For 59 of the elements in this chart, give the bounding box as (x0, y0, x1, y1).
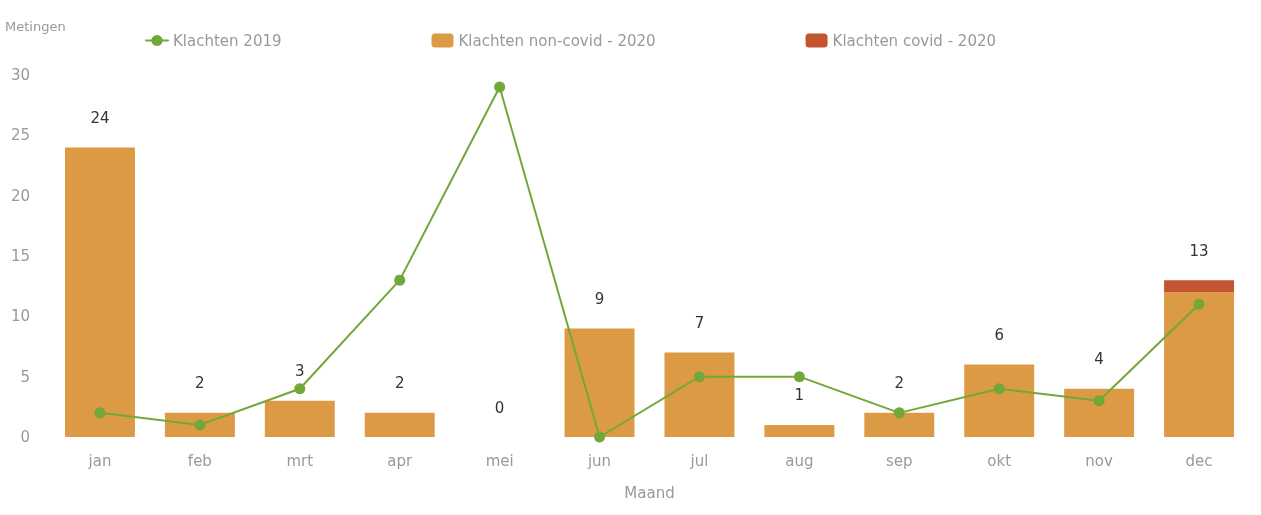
bar (64, 147, 135, 437)
bar (1164, 292, 1235, 437)
total-label: 2 (894, 374, 905, 393)
total-label: 2 (195, 374, 205, 393)
x-tick-label: feb (187, 451, 212, 470)
point (1193, 298, 1205, 310)
total-label: 0 (494, 398, 505, 417)
y-tick-label: 0 (20, 428, 30, 446)
total-label: 1 (794, 386, 805, 405)
x-tick-label: jun (586, 451, 612, 470)
x-tick-label: nov (1085, 451, 1114, 470)
y-tick-label: 15 (10, 247, 30, 265)
legend-label: Klachten 2019 (173, 31, 282, 50)
y-tick-label: 20 (10, 186, 30, 205)
bar (1164, 280, 1235, 293)
x-tick-label: okt (987, 451, 1012, 470)
y-tick-label: 5 (20, 367, 30, 386)
point (94, 407, 106, 419)
point (993, 383, 1005, 395)
bar (564, 328, 635, 437)
x-tick-label: jul (689, 451, 709, 470)
bar (764, 424, 835, 437)
x-tick-label: jan (87, 451, 112, 470)
legend-label: Klachten covid - 2020 (832, 31, 997, 50)
total-label: 24 (90, 108, 110, 127)
bar (664, 352, 735, 437)
point (893, 407, 905, 419)
bar (1064, 388, 1135, 437)
total-label: 9 (594, 289, 605, 308)
y-axis-title: Metingen (5, 19, 66, 34)
point (394, 274, 406, 286)
total-label: 3 (295, 362, 305, 381)
x-tick-label: dec (1185, 451, 1213, 470)
point (194, 419, 206, 431)
total-label: 6 (994, 326, 1004, 345)
bar (364, 412, 435, 437)
point (294, 383, 306, 395)
x-axis-title: Maand (624, 483, 675, 502)
y-tick-label: 30 (10, 66, 30, 84)
y-tick-label: 25 (10, 126, 30, 145)
x-tick-label: apr (387, 451, 413, 470)
point (494, 81, 506, 93)
legend-label: Klachten non-covid - 2020 (458, 31, 656, 50)
x-tick-label: aug (785, 451, 814, 470)
total-label: 13 (1189, 241, 1209, 260)
point (594, 431, 606, 443)
point (1093, 395, 1105, 407)
bar (264, 400, 335, 437)
y-tick-label: 10 (10, 307, 30, 326)
point (693, 371, 705, 383)
total-label: 2 (394, 374, 405, 393)
x-tick-label: mrt (286, 451, 314, 470)
bar (864, 412, 935, 437)
x-tick-label: mei (485, 451, 514, 470)
point (793, 371, 805, 383)
total-label: 7 (694, 314, 705, 333)
x-tick-label: sep (886, 451, 913, 470)
total-label: 4 (1094, 350, 1104, 369)
bar (964, 364, 1035, 437)
